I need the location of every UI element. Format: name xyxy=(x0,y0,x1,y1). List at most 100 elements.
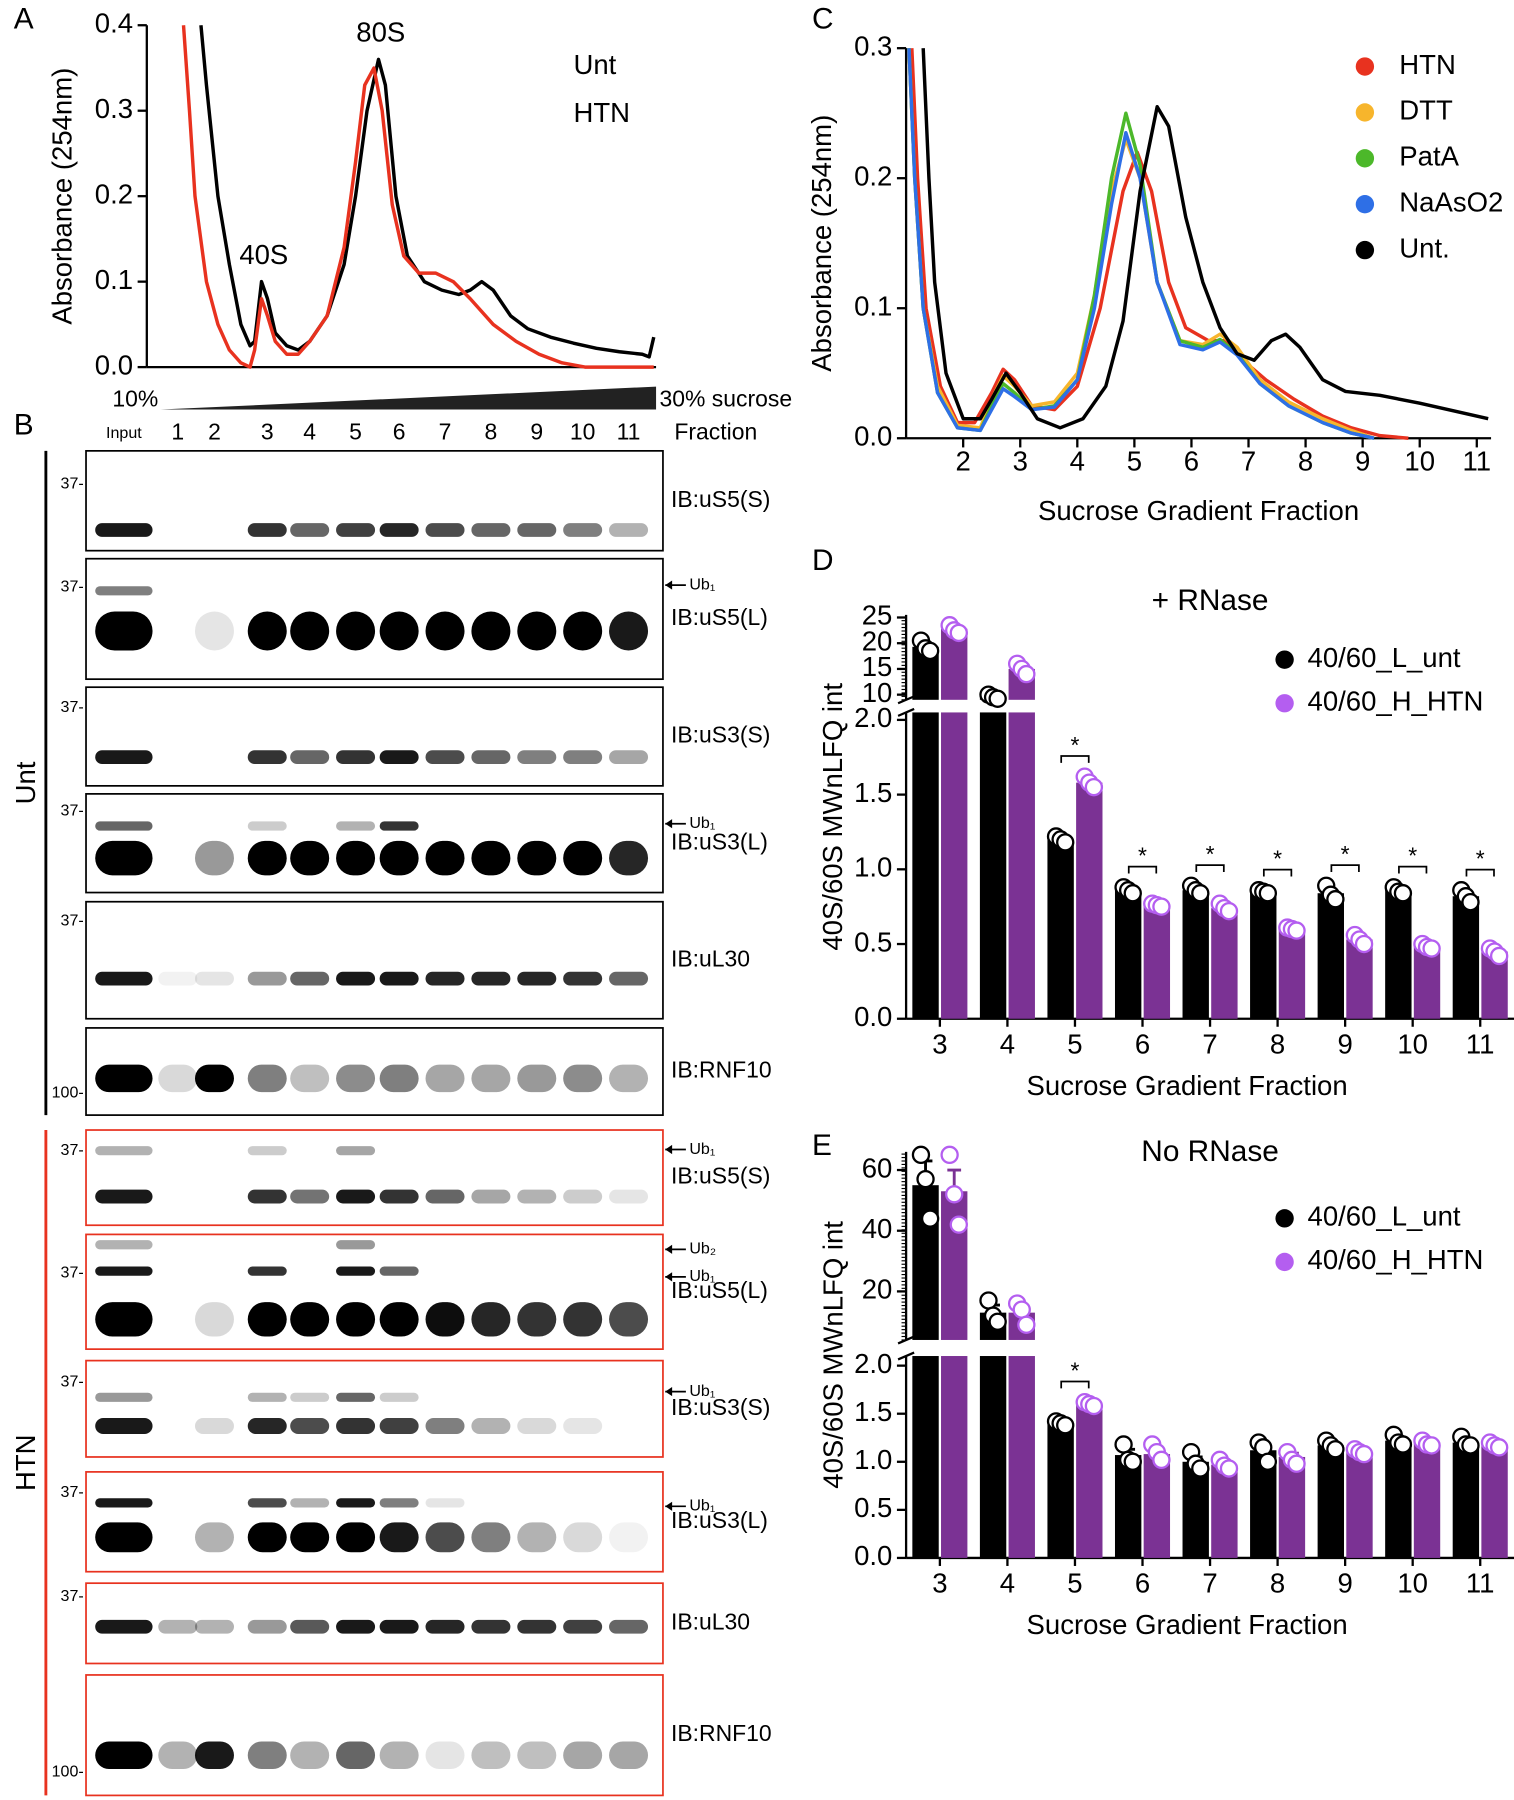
x-tick-label: 9 xyxy=(1355,446,1370,477)
x-tick-label: 6 xyxy=(1184,446,1199,477)
legend-marker xyxy=(1355,57,1375,76)
legend-marker xyxy=(1275,694,1294,713)
size-marker: 37- xyxy=(61,474,84,492)
x-tick-label: 11 xyxy=(1466,1029,1495,1060)
significance-label: * xyxy=(1206,841,1215,867)
blot-band xyxy=(471,1741,511,1770)
blot-band xyxy=(247,750,287,765)
y-tick-label: 0.3 xyxy=(854,30,892,61)
data-point xyxy=(1152,1450,1171,1470)
data-point xyxy=(1258,884,1278,903)
significance-label: * xyxy=(1070,1357,1079,1383)
lane-label: 5 xyxy=(349,419,362,445)
bar xyxy=(1317,1445,1344,1558)
blot-band xyxy=(247,1417,287,1435)
data-point xyxy=(1461,1436,1480,1455)
blot-band xyxy=(379,1741,419,1770)
data-point xyxy=(979,1291,998,1310)
data-point xyxy=(1114,1435,1133,1454)
significance-bracket xyxy=(1060,1380,1090,1389)
data-point xyxy=(911,1145,931,1165)
panel-label: C xyxy=(812,3,834,36)
blot-band xyxy=(563,971,603,986)
blot-band xyxy=(336,1417,376,1435)
blot-band xyxy=(609,523,649,537)
size-marker: 37- xyxy=(61,801,84,819)
data-point xyxy=(1354,934,1374,954)
blot-band xyxy=(290,750,330,765)
blot-band xyxy=(194,611,234,651)
blot-band xyxy=(336,1619,376,1634)
blot-frame xyxy=(85,557,664,681)
blot-band xyxy=(95,586,153,596)
ub-label: Ub₂ xyxy=(689,1240,716,1258)
ub-arrowhead xyxy=(665,1386,673,1397)
y-tick-label: 0.0 xyxy=(854,1001,892,1032)
blot-band xyxy=(95,750,153,765)
size-marker: 37- xyxy=(61,1587,84,1605)
y-tick-label: 0.0 xyxy=(854,421,892,452)
bar xyxy=(1317,893,1344,1019)
x-tick-label: 4 xyxy=(1070,446,1085,477)
blot-band xyxy=(517,750,557,765)
x-tick-label: 6 xyxy=(1135,1029,1150,1060)
data-point xyxy=(1326,1440,1345,1459)
ub-label: Ub₁ xyxy=(689,1140,715,1158)
blot-band xyxy=(194,1619,234,1634)
x-tick-label: 7 xyxy=(1202,1568,1217,1599)
size-marker: 37- xyxy=(61,698,84,716)
data-point xyxy=(1393,1435,1413,1454)
significance-label: * xyxy=(1476,845,1485,871)
significance-bracket xyxy=(1195,864,1225,872)
blot-band xyxy=(609,611,649,651)
blot-band xyxy=(425,1741,465,1770)
y-tick-label: 20 xyxy=(862,1274,893,1305)
data-point xyxy=(1017,1315,1036,1334)
blot-band xyxy=(517,611,557,651)
blot-band xyxy=(336,1064,376,1093)
blot-band xyxy=(336,971,376,986)
blot-frame xyxy=(85,1129,664,1227)
x-tick-label: 8 xyxy=(1270,1029,1285,1060)
x-tick-label: 7 xyxy=(1202,1029,1217,1060)
antibody-label: IB:RNF10 xyxy=(671,1057,772,1083)
lane-label: Input xyxy=(106,424,142,442)
significance-label: * xyxy=(1408,842,1417,868)
bar xyxy=(1047,839,1074,1019)
data-point xyxy=(1012,1300,1031,1319)
blot-band xyxy=(95,1266,153,1276)
series-line xyxy=(199,25,656,359)
antibody-label: IB:uS3(S) xyxy=(671,722,770,748)
legend-marker xyxy=(1355,103,1375,122)
blot-band xyxy=(336,840,376,876)
ub-arrowhead xyxy=(665,580,673,590)
blot-band xyxy=(379,523,419,537)
x-tick-label: 5 xyxy=(1067,1029,1082,1060)
y-tick-label: 20 xyxy=(862,625,893,656)
data-point xyxy=(1422,1436,1441,1455)
data-point xyxy=(1354,1444,1374,1464)
x-tick-label: 5 xyxy=(1127,446,1142,477)
y-tick-label: 1.0 xyxy=(854,1444,892,1475)
blot-band xyxy=(425,1498,465,1508)
blot-band xyxy=(425,840,465,876)
blot-band xyxy=(379,971,419,986)
blot-band xyxy=(247,611,287,651)
blot-band xyxy=(563,840,603,876)
blot-band xyxy=(95,1240,153,1250)
x-tick-label: 4 xyxy=(1000,1029,1015,1060)
bar xyxy=(1385,1440,1412,1558)
data-point xyxy=(940,1145,959,1165)
legend-label: 40/60_L_unt xyxy=(1308,1201,1461,1232)
significance-bracket xyxy=(1127,865,1158,874)
legend-label: DTT xyxy=(1399,95,1453,126)
x-axis-label: Sucrose Gradient Fraction xyxy=(1038,495,1359,526)
blot-band xyxy=(425,1064,465,1093)
blot-band xyxy=(517,1741,557,1770)
size-marker: 37- xyxy=(61,1373,84,1391)
data-point xyxy=(1489,1438,1509,1457)
blot-band xyxy=(95,1498,153,1508)
peak-label: 80S xyxy=(356,17,405,48)
significance-bracket xyxy=(1330,864,1360,872)
